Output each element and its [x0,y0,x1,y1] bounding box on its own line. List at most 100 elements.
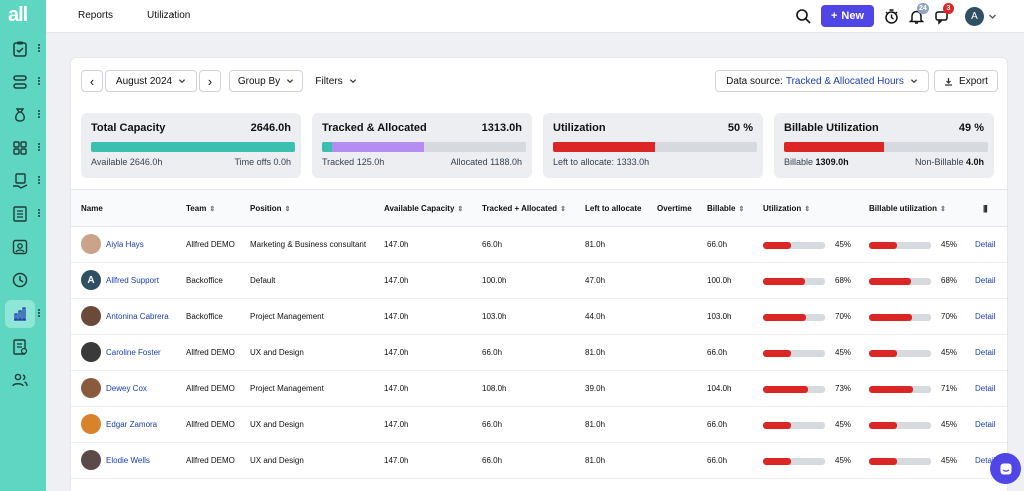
new-button[interactable]: + New [821,5,874,27]
column-settings-icon[interactable]: ||| [983,204,988,213]
kebab-icon[interactable] [38,175,41,186]
sidebar-item-projects[interactable] [5,68,35,96]
chevron-down-icon[interactable] [988,12,997,21]
billable-utilization-value: 45% [941,456,958,465]
table-row[interactable]: Caroline Foster Allfred DEMO UX and Desi… [71,335,1007,371]
sidebar-item-documents[interactable] [5,200,35,228]
col-name[interactable]: Name [81,204,103,213]
employee-name-link[interactable]: Aiyla Hays [106,240,144,249]
detail-link[interactable]: Detail [975,348,996,357]
table-row[interactable]: A Allfred Support Backoffice Default 147… [71,263,1007,299]
kebab-icon[interactable] [38,43,41,54]
next-month-button[interactable]: › [199,70,221,92]
sidebar-item-tasks[interactable] [5,35,35,63]
chevron-down-icon [179,79,186,84]
sort-icon: ⇕ [209,206,216,213]
group-by-dropdown[interactable]: Group By [229,70,303,92]
col-left[interactable]: Left to allocate [585,204,642,213]
stopwatch-icon[interactable] [883,8,900,25]
team-cell: Backoffice [186,312,223,321]
stat-bar-fill [91,142,295,152]
user-avatar[interactable]: A [965,7,984,26]
position-cell: Project Management [250,312,324,321]
new-button-label: New [841,10,865,22]
data-source-dropdown[interactable]: Data source: Tracked & Allocated Hours [715,70,929,92]
breadcrumb-separator: › [171,9,175,21]
sidebar-item-time[interactable] [5,266,35,294]
kebab-icon[interactable] [38,76,41,87]
kebab-icon[interactable] [38,208,41,219]
detail-link[interactable]: Detail [975,456,996,465]
avatar[interactable] [81,306,101,326]
avatar[interactable]: A [81,270,101,290]
stat-left: Available 2646.0h [91,157,162,167]
export-button[interactable]: Export [934,70,998,92]
employee-name-link[interactable]: Caroline Foster [106,348,161,357]
billable-utilization-bar-fill [869,242,897,249]
detail-link[interactable]: Detail [975,384,996,393]
avatar[interactable] [81,414,101,434]
filters-label: Filters [315,75,343,87]
table-row[interactable]: Dewey Cox Allfred DEMO Project Managemen… [71,371,1007,407]
employee-name-link[interactable]: Elodie Wells [106,456,150,465]
sidebar-item-finance[interactable] [5,101,35,129]
filters-dropdown[interactable]: Filters [311,70,361,92]
search-icon[interactable] [795,8,812,25]
chat-bubble-icon [1000,463,1011,474]
app-logo[interactable]: all [8,4,28,26]
billable-utilization-value: 71% [941,384,958,393]
kebab-icon[interactable] [38,142,41,153]
avatar[interactable] [81,378,101,398]
col-position[interactable]: Position ⇕ [250,204,290,213]
detail-link[interactable]: Detail [975,240,996,249]
table-row[interactable]: Edgar Zamora Allfred DEMO UX and Design … [71,407,1007,443]
col-available[interactable]: Available Capacity ⇕ [384,204,463,213]
data-source-label: Data source: [726,75,783,87]
billable-utilization-value: 45% [941,420,958,429]
col-overtime[interactable]: Overtime [657,204,692,213]
billable-utilization-value: 45% [941,240,958,249]
employee-name-link[interactable]: Allfred Support [106,276,159,285]
col-tracked[interactable]: Tracked + Allocated ⇕ [482,204,566,213]
help-chat-button[interactable] [990,453,1021,484]
detail-link[interactable]: Detail [975,312,996,321]
avatar[interactable] [81,234,101,254]
stat-card: Utilization 50 % Left to allocate: 1333.… [543,113,763,178]
stat-left: Tracked 125.0h [322,157,384,167]
position-cell: UX and Design [250,348,304,357]
avatar[interactable] [81,342,101,362]
sidebar-item-dashboard[interactable] [5,134,35,162]
position-cell: Project Management [250,384,324,393]
breadcrumb-reports[interactable]: Reports [78,10,114,21]
sidebar-item-reports[interactable] [5,300,35,328]
sidebar-item-invoices[interactable] [5,167,35,195]
col-billable-util[interactable]: Billable utilization ⇕ [869,204,946,213]
col-tracked-label: Tracked + Allocated [482,204,558,213]
kebab-icon[interactable] [38,308,41,319]
prev-month-button[interactable]: ‹ [81,70,103,92]
chat-icon[interactable] [934,8,951,25]
table-row[interactable]: Aiyla Hays Allfred DEMO Marketing & Busi… [71,227,1007,263]
avatar[interactable] [81,450,101,470]
sidebar-item-contacts[interactable] [5,233,35,261]
kebab-icon[interactable] [38,109,41,120]
table-row[interactable]: Antonina Cabrera Backoffice Project Mana… [71,299,1007,335]
sidebar-item-estimates[interactable] [5,333,35,361]
detail-link[interactable]: Detail [975,276,996,285]
month-picker[interactable]: August 2024 [105,70,197,92]
utilization-value: 45% [835,420,852,429]
employee-name-link[interactable]: Antonina Cabrera [106,312,169,321]
table-row[interactable]: Elodie Wells Allfred DEMO UX and Design … [71,443,1007,479]
employee-name-link[interactable]: Edgar Zamora [106,420,158,429]
avatar-initials: A [87,274,95,286]
detail-link[interactable]: Detail [975,420,996,429]
stat-bar-fill [322,142,333,152]
col-utilization[interactable]: Utilization ⇕ [763,204,810,213]
col-available-label: Available Capacity [384,204,455,213]
col-billable[interactable]: Billable ⇕ [707,204,744,213]
col-team[interactable]: Team ⇕ [186,204,215,213]
employee-name-link[interactable]: Dewey Cox [106,384,147,393]
chevron-down-icon [910,79,917,84]
sidebar-item-people[interactable] [5,366,35,394]
document-list-icon [13,206,27,222]
